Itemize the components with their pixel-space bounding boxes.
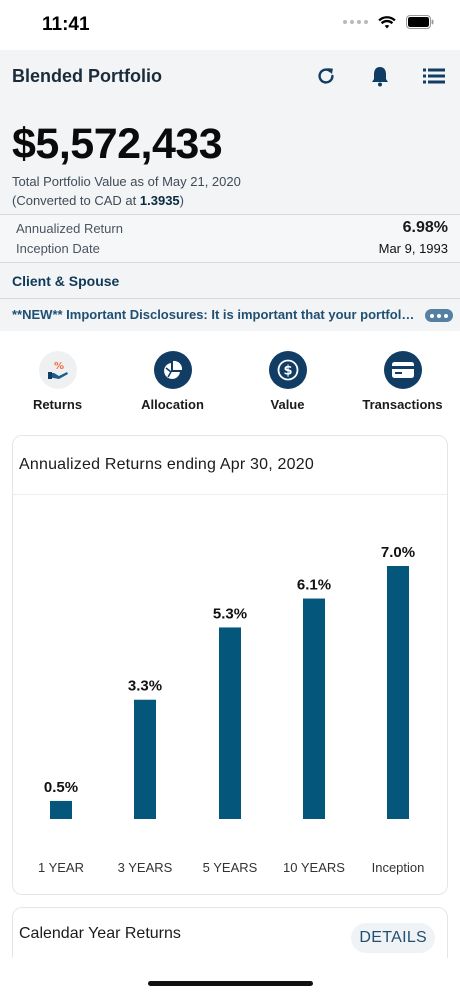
disclosure-banner[interactable]: **NEW** Important Disclosures: It is imp… <box>0 299 460 331</box>
card-icon <box>383 351 422 389</box>
conversion-note: (Converted to CAD at 1.3935) <box>12 191 448 210</box>
annualized-return-value: 6.98% <box>402 219 448 236</box>
dollar-coin-icon: $ <box>268 351 307 389</box>
svg-text:%: % <box>53 361 63 372</box>
quick-nav-label: Transactions <box>362 397 443 412</box>
conversion-prefix: (Converted to CAD at <box>12 193 140 208</box>
bar-value-label-2: 5.3% <box>213 605 247 622</box>
category-label-1: 3 YEARS <box>118 860 173 875</box>
inception-date-row: Inception Date Mar 9, 1993 <box>16 238 448 258</box>
details-button[interactable]: DETAILS <box>351 923 435 953</box>
more-button[interactable] <box>425 309 453 322</box>
bar-value-label-1: 3.3% <box>128 678 162 695</box>
quick-nav-value[interactable]: $ Value <box>230 351 345 412</box>
notifications-button[interactable] <box>368 64 392 88</box>
bell-icon <box>372 67 388 87</box>
app-actions <box>314 64 446 88</box>
quick-nav: % Returns Allocation $ Value <box>0 331 460 448</box>
quick-nav-returns[interactable]: % Returns <box>0 351 115 412</box>
bar-4[interactable] <box>387 566 409 819</box>
signal-icon <box>343 20 368 24</box>
returns-icon: % <box>38 351 77 389</box>
conversion-suffix: ) <box>179 193 184 208</box>
chart-divider <box>13 494 447 495</box>
conversion-rate: 1.3935 <box>139 193 180 208</box>
status-bar: 11:41 <box>0 0 460 50</box>
portfolio-value: $5,572,433 <box>12 120 223 168</box>
category-label-3: 10 YEARS <box>283 860 345 875</box>
status-icons <box>343 15 434 29</box>
more-dot-icon <box>430 313 434 318</box>
bar-3[interactable] <box>303 598 325 819</box>
category-label-2: 5 YEARS <box>203 860 258 875</box>
more-dot-icon <box>444 313 448 318</box>
annualized-returns-card: Annualized Returns ending Apr 30, 2020 0… <box>12 435 448 895</box>
quick-nav-transactions[interactable]: Transactions <box>345 351 460 412</box>
quick-nav-label: Allocation <box>141 397 204 412</box>
quick-nav-label: Value <box>270 397 305 412</box>
value-date: Total Portfolio Value as of May 21, 2020 <box>12 174 241 189</box>
inception-date-label: Inception Date <box>16 240 100 256</box>
refresh-icon <box>318 68 334 84</box>
wifi-icon <box>378 16 396 29</box>
menu-button[interactable] <box>422 64 446 88</box>
bar-2[interactable] <box>219 627 241 819</box>
quick-nav-allocation[interactable]: Allocation <box>115 351 230 412</box>
svg-text:$: $ <box>283 364 292 379</box>
allocation-pie-icon <box>153 351 192 389</box>
portfolio-header: Blended Portfolio <box>0 50 460 331</box>
battery-icon <box>406 15 434 29</box>
value-caption: Total Portfolio Value as of May 21, 2020… <box>0 168 460 210</box>
bar-1[interactable] <box>134 699 156 819</box>
menu-icon <box>423 68 445 84</box>
bottom-safe-area <box>0 958 460 996</box>
more-dot-icon <box>437 313 441 318</box>
bar-value-label-0: 0.5% <box>44 779 78 796</box>
bar-0[interactable] <box>50 800 72 819</box>
inception-date-value: Mar 9, 1993 <box>378 240 448 256</box>
category-label-0: 1 YEAR <box>38 860 84 875</box>
refresh-button[interactable] <box>314 64 338 88</box>
client-selector[interactable]: Client & Spouse <box>0 263 460 299</box>
category-label-4: Inception <box>372 860 425 875</box>
bar-value-label-4: 7.0% <box>381 544 415 561</box>
quick-nav-label: Returns <box>32 397 83 412</box>
metrics-panel: Annualized Return 6.98% Inception Date M… <box>0 214 460 263</box>
calendar-returns-title: Calendar Year Returns <box>19 925 181 942</box>
disclosure-text: **NEW** Important Disclosures: It is imp… <box>12 307 417 322</box>
calendar-returns-card: Calendar Year Returns DETAILS <box>12 907 448 967</box>
annualized-return-label: Annualized Return <box>16 220 123 236</box>
bar-value-label-3: 6.1% <box>297 577 331 594</box>
annualized-returns-chart: 0.5% 1 YEAR 3.3% 3 YEARS 5.3% 5 YEARS 6.1% 10 Y… <box>38 544 425 875</box>
home-indicator[interactable] <box>148 981 313 986</box>
annualized-return-row: Annualized Return 6.98% <box>16 218 448 238</box>
chart-title: Annualized Returns ending Apr 30, 2020 <box>19 456 314 473</box>
page-title: Blended Portfolio <box>12 66 162 86</box>
app-bar: Blended Portfolio <box>0 50 460 102</box>
status-time: 11:41 <box>42 14 90 35</box>
